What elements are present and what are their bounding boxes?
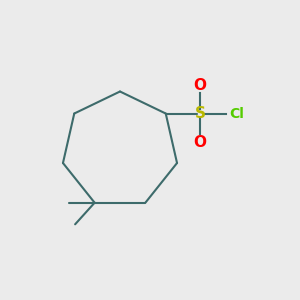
Text: Cl: Cl: [230, 106, 244, 121]
Text: O: O: [194, 134, 207, 149]
Text: S: S: [195, 106, 206, 121]
Text: O: O: [194, 77, 207, 92]
